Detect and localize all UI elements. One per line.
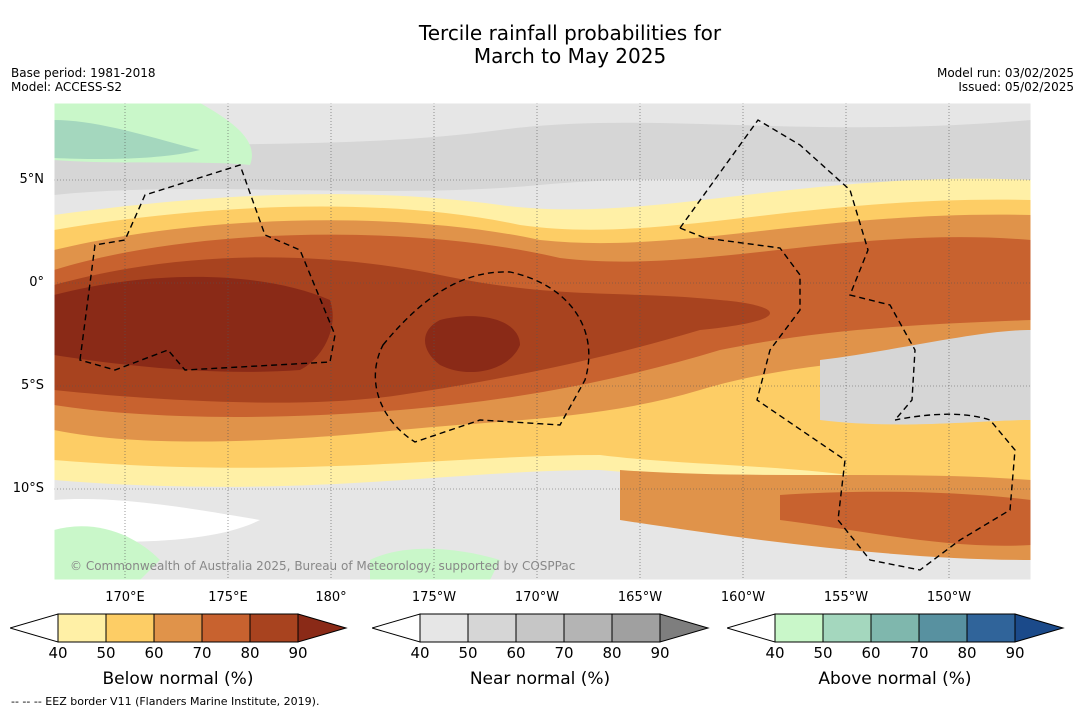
near-segment-80-90 <box>611 613 661 643</box>
eez-footnote: -- -- -- EEZ border V11 (Flanders Marine… <box>11 695 320 708</box>
meta-left: Base period: 1981-2018 Model: ACCESS-S2 <box>11 66 156 94</box>
lat-label-5s: 5°S <box>20 378 44 393</box>
near-tick-60: 60 <box>506 644 526 662</box>
above-segment-70-80 <box>918 613 968 643</box>
lon-label-180: 180° <box>315 590 347 605</box>
near-tick-90: 90 <box>650 644 670 662</box>
graticule <box>54 103 1031 580</box>
lon-label-175e: 175°E <box>208 590 248 605</box>
near-tick-70: 70 <box>554 644 574 662</box>
eez-tokelau <box>374 271 590 443</box>
above-tick-50: 50 <box>813 644 833 662</box>
lat-label-5n: 5°N <box>19 172 45 187</box>
map-frame <box>53 102 1032 581</box>
probability-field <box>54 103 1031 580</box>
below-arrow-left <box>10 613 59 643</box>
near-normal-patch <box>54 120 1031 195</box>
near-normal-patch-se <box>820 330 1031 425</box>
below-tick-40: 40 <box>48 644 68 662</box>
below-normal-90-central <box>425 316 520 373</box>
below-tick-70: 70 <box>192 644 212 662</box>
below-normal-south-70 <box>780 491 1031 546</box>
below-segment-50-60 <box>105 613 155 643</box>
above-segment-80-90 <box>966 613 1016 643</box>
lon-label-150w: 150°W <box>926 590 972 605</box>
colorbar-above-normal <box>727 613 1065 643</box>
lon-label-175w: 175°W <box>411 590 457 605</box>
above-segment-50-60 <box>822 613 872 643</box>
near-arrow-left <box>372 613 421 643</box>
near-segment-50-60 <box>467 613 517 643</box>
near-tick-80: 80 <box>602 644 622 662</box>
below-segment-70-80 <box>201 613 251 643</box>
near-normal-label: Near normal (%) <box>469 669 611 689</box>
above-normal-patch-nw-inner <box>54 120 200 160</box>
below-segment-60-70 <box>153 613 203 643</box>
above-segment-60-70 <box>870 613 920 643</box>
below-arrow-right <box>297 613 348 643</box>
title-line-2: March to May 2025 <box>473 44 667 68</box>
above-arrow-left <box>727 613 776 643</box>
near-segment-60-70 <box>515 613 565 643</box>
issued-date: Issued: 05/02/2025 <box>958 80 1074 94</box>
model-name: Model: ACCESS-S2 <box>11 80 123 94</box>
above-arrow-right <box>1014 613 1065 643</box>
base-period: Base period: 1981-2018 <box>11 66 156 80</box>
below-segment-40-50 <box>57 613 107 643</box>
above-normal-patch-s <box>370 548 500 580</box>
model-run: Model run: 03/02/2025 <box>936 66 1074 80</box>
eez-borders <box>79 119 1016 571</box>
near-segment-40-50 <box>419 613 469 643</box>
below-normal-90-west <box>54 276 333 372</box>
copyright-notice: © Commonwealth of Australia 2025, Bureau… <box>70 559 576 573</box>
below-segment-80-90 <box>249 613 299 643</box>
meta-right: Model run: 03/02/2025 Issued: 05/02/2025 <box>937 66 1074 94</box>
above-segment-40-50 <box>774 613 824 643</box>
lon-label-155w: 155°W <box>823 590 869 605</box>
below-normal-label: Below normal (%) <box>102 669 254 689</box>
lon-label-170e: 170°E <box>105 590 145 605</box>
colorbar-near-normal <box>372 613 710 643</box>
near-tick-40: 40 <box>410 644 430 662</box>
lon-label-165w: 165°W <box>617 590 663 605</box>
near-arrow-right <box>659 613 710 643</box>
below-tick-90: 90 <box>288 644 308 662</box>
near-segment-70-80 <box>563 613 613 643</box>
below-tick-60: 60 <box>144 644 164 662</box>
above-normal-patch-sw <box>54 526 160 580</box>
lat-label-10s: 10°S <box>12 481 44 496</box>
colorbar-below-normal <box>10 613 348 643</box>
above-tick-80: 80 <box>957 644 977 662</box>
eez-line-cook-islands <box>679 227 1016 571</box>
below-tick-50: 50 <box>96 644 116 662</box>
map-title: Tercile rainfall probabilities for March… <box>0 22 1085 68</box>
lon-label-170w: 170°W <box>514 590 560 605</box>
title-line-1: Tercile rainfall probabilities for <box>418 21 722 45</box>
above-tick-60: 60 <box>861 644 881 662</box>
above-normal-label: Above normal (%) <box>818 669 972 689</box>
above-tick-70: 70 <box>909 644 929 662</box>
lat-label-0: 0° <box>29 275 44 290</box>
near-tick-50: 50 <box>458 644 478 662</box>
above-tick-90: 90 <box>1005 644 1025 662</box>
below-tick-80: 80 <box>240 644 260 662</box>
lon-label-160w: 160°W <box>720 590 766 605</box>
above-tick-40: 40 <box>765 644 785 662</box>
